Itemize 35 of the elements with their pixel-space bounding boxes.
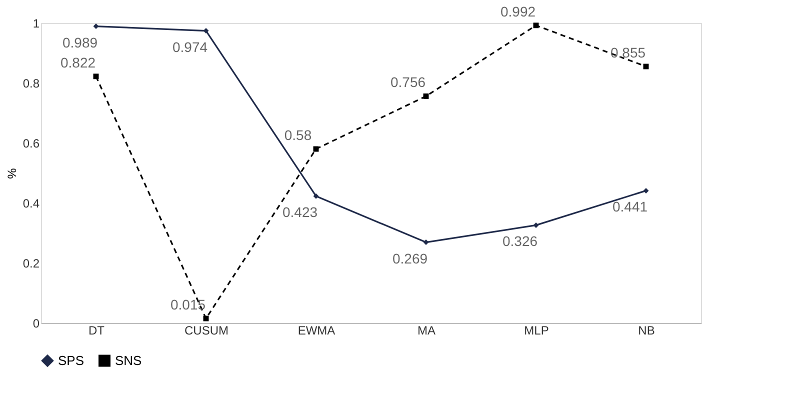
point xyxy=(533,222,539,228)
data-label: 0.441 xyxy=(612,198,648,215)
point xyxy=(313,193,319,199)
data-label: 0.326 xyxy=(502,233,538,250)
x-tick-label: NB xyxy=(638,324,655,338)
legend-label: SNS xyxy=(115,352,142,368)
y-tick-label: 0.8 xyxy=(22,76,40,90)
data-label: 0.855 xyxy=(610,44,646,60)
point xyxy=(423,93,429,99)
point xyxy=(423,240,429,246)
y-tick-label: 0 xyxy=(32,316,40,330)
x-tick-label: MLP xyxy=(524,324,549,338)
data-label: 0.269 xyxy=(392,250,428,266)
point xyxy=(533,22,539,28)
y-tick-label: 1 xyxy=(32,16,40,30)
data-label: 0.756 xyxy=(390,74,426,90)
x-tick-label: EWMA xyxy=(298,324,336,338)
y-tick-label: 0.6 xyxy=(22,136,40,150)
data-label: 0.423 xyxy=(282,204,318,220)
data-label: 0.015 xyxy=(170,296,206,312)
y-tick-label: 0.2 xyxy=(22,256,40,270)
point xyxy=(93,24,99,30)
legend-label: SPS xyxy=(58,352,84,368)
data-label: 0.992 xyxy=(500,3,536,20)
point xyxy=(93,74,99,80)
data-label: 0.989 xyxy=(62,34,98,50)
point xyxy=(643,188,649,194)
data-label: 0.58 xyxy=(284,127,312,143)
y-axis-title: % xyxy=(4,168,19,179)
data-label: 0.974 xyxy=(172,38,208,55)
x-tick-label: DT xyxy=(88,324,106,338)
x-tick-label: CUSUM xyxy=(184,324,228,338)
x-tick-label: MA xyxy=(418,324,436,338)
y-tick-label: 0.4 xyxy=(22,196,40,210)
data-label: 0.822 xyxy=(60,54,96,70)
